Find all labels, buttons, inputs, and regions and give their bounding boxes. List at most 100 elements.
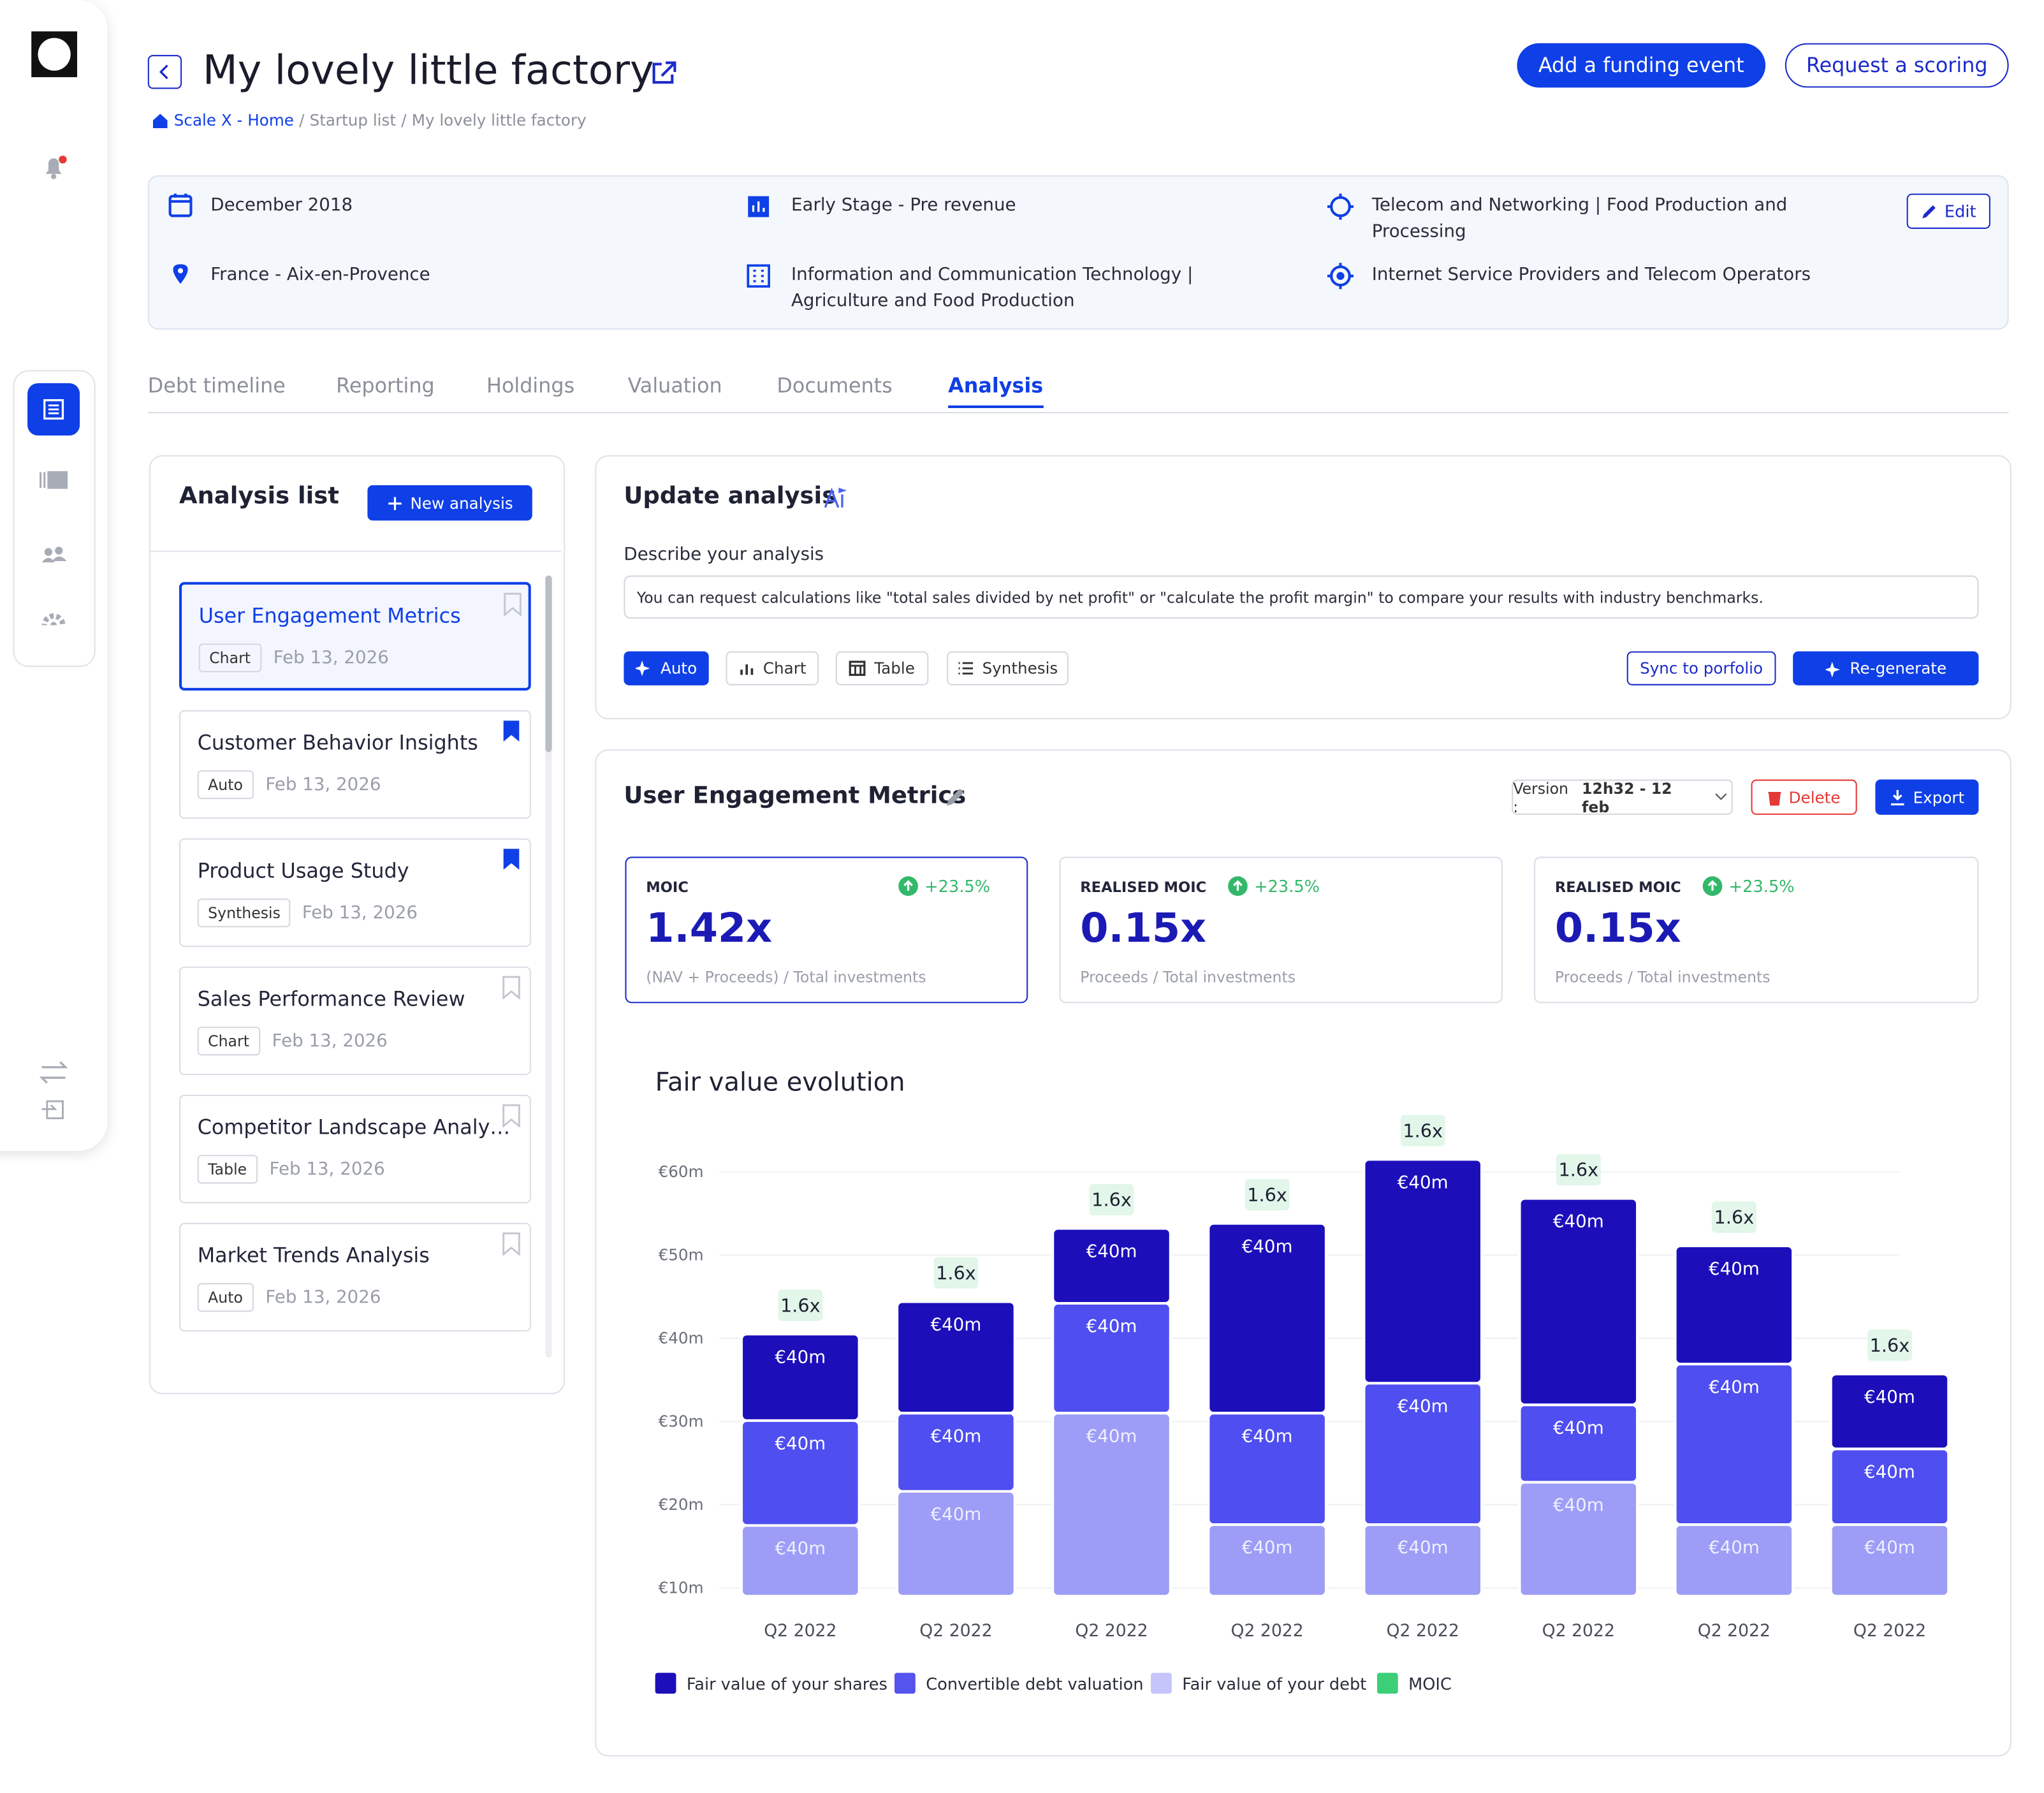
bar-segment (740, 1333, 861, 1423)
founded: December 2018 (210, 194, 353, 216)
segment-label: €40m (1242, 1537, 1293, 1558)
bell-icon[interactable] (41, 153, 69, 182)
segment-label: €40m (775, 1346, 826, 1367)
bar-segment (1674, 1523, 1795, 1598)
kpi-change-value: +23.5% (924, 876, 991, 896)
scrollbar[interactable] (545, 575, 552, 1358)
kpi-change-value: +23.5% (1254, 876, 1320, 896)
rename-icon[interactable] (944, 785, 968, 809)
result-title: User Engagement Metrics (624, 782, 967, 810)
breadcrumb-link[interactable]: Startup list (309, 111, 397, 130)
add-funding-button[interactable]: Add a funding event (1517, 43, 1766, 88)
segment-label: €40m (775, 1538, 826, 1559)
edit-label: Edit (1944, 201, 1976, 221)
kpi-card[interactable]: MOIC +23.5% 1.42x (NAV + Proceeds) / Total … (625, 856, 1028, 1004)
bookmark-icon[interactable] (501, 976, 522, 1000)
mode-button[interactable]: Synthesis (947, 651, 1069, 685)
mode-button[interactable]: Chart (726, 651, 819, 685)
kpi-card[interactable]: REALISED MOIC +23.5% 0.15x Proceeds / Total… (1059, 856, 1503, 1004)
x-tick-label: Q2 2022 (1853, 1621, 1926, 1641)
mode-label: Table (874, 659, 915, 678)
delete-button[interactable]: Delete (1751, 779, 1857, 815)
tab[interactable]: Holdings (486, 374, 575, 398)
analysis-name: Competitor Landscape Analy… (197, 1115, 511, 1139)
analysis-item[interactable]: Customer Behavior Insights Auto Feb 13, 20… (179, 710, 531, 819)
moic-badge (1556, 1153, 1601, 1186)
bookmark-icon[interactable] (501, 719, 522, 743)
scroll-thumb[interactable] (545, 575, 552, 752)
mode-button[interactable]: Table (835, 651, 929, 685)
segment-label: €40m (1086, 1425, 1137, 1446)
analysis-item[interactable]: Competitor Landscape Analy… Table Feb 13, … (179, 1094, 531, 1204)
home-icon (152, 113, 168, 129)
breadcrumb-link[interactable]: Scale X - Home (173, 111, 294, 130)
analysis-item[interactable]: Product Usage Study Synthesis Feb 13, 2026 (179, 838, 531, 948)
y-tick-label: €20m (659, 1495, 704, 1514)
external-link-icon[interactable] (650, 59, 678, 87)
logo[interactable] (31, 31, 78, 78)
list-divider (150, 550, 561, 552)
sync-button[interactable]: Sync to porfolio (1626, 651, 1776, 685)
analysis-list-title: Analysis list (179, 482, 339, 510)
bookmark-icon[interactable] (501, 847, 522, 871)
mode-button[interactable]: Auto (624, 651, 709, 685)
stage: Early Stage - Pre revenue (791, 194, 1016, 216)
kpi-card[interactable]: REALISED MOIC +23.5% 0.15x Proceeds / Total… (1534, 856, 1979, 1004)
segment-label: €40m (1398, 1395, 1449, 1416)
x-tick-label: Q2 2022 (1542, 1621, 1615, 1641)
bookmark-icon[interactable] (501, 1104, 522, 1128)
mode-icon (849, 661, 866, 677)
back-button[interactable] (147, 55, 182, 89)
bookmark-icon[interactable] (501, 1232, 522, 1256)
legend-label: Fair value of your debt (1182, 1675, 1366, 1694)
version-dropdown[interactable]: Version : 12h32 - 12 feb (1512, 779, 1733, 816)
request-scoring-button[interactable]: Request a scoring (1785, 43, 2009, 88)
pencil-icon (1922, 205, 1936, 218)
legend-swatch (1151, 1672, 1172, 1694)
export-button[interactable]: Export (1875, 779, 1979, 815)
kpi-value: 0.15x (1554, 905, 1681, 953)
tab[interactable]: Debt timeline (147, 374, 286, 398)
analysis-item[interactable]: Market Trends Analysis Auto Feb 13, 2026 (179, 1222, 531, 1332)
mode-label: Auto (660, 659, 697, 678)
kpi-change: +23.5% (1228, 876, 1320, 896)
legend-swatch (894, 1672, 916, 1694)
analysis-item[interactable]: Sales Performance Review Chart Feb 13, 202… (179, 966, 531, 1076)
analysis-tag: Synthesis (197, 898, 291, 928)
new-analysis-button[interactable]: New analysis (367, 485, 532, 521)
legend-label: Convertible debt valuation (926, 1675, 1143, 1694)
regenerate-button[interactable]: Re-generate (1793, 651, 1979, 685)
moic-label: 1.6x (1870, 1335, 1910, 1356)
prompt-label: Describe your analysis (624, 544, 824, 566)
y-tick-label: €30m (659, 1412, 704, 1430)
analysis-tag: Table (197, 1155, 258, 1184)
bottom-icons[interactable] (39, 1059, 71, 1125)
ai-icon (824, 487, 847, 508)
y-tick-label: €50m (659, 1246, 704, 1264)
moic-label: 1.6x (1091, 1189, 1132, 1211)
analysis-date: Feb 13, 2026 (265, 1287, 381, 1308)
analysis-item[interactable]: User Engagement Metrics Chart Feb 13, 2026 (179, 582, 531, 691)
tab[interactable]: Reporting (336, 374, 435, 398)
mode-icon (958, 662, 974, 675)
regenerate-label: Re-generate (1850, 659, 1947, 678)
bookmark-icon[interactable] (502, 592, 523, 617)
chart-title: Fair value evolution (655, 1067, 905, 1097)
segment-label: €40m (931, 1314, 982, 1335)
nav-active[interactable] (27, 383, 80, 436)
analysis-tag: Chart (197, 1027, 260, 1056)
nav-icons[interactable] (40, 468, 71, 626)
prompt-input[interactable]: You can request calculations like "total… (624, 575, 1979, 619)
segment-label: €40m (1864, 1386, 1915, 1407)
tab[interactable]: Analysis (948, 374, 1044, 408)
tab[interactable]: Valuation (627, 374, 722, 398)
info-card (147, 175, 2009, 330)
tab[interactable]: Documents (777, 374, 893, 398)
edit-button[interactable]: Edit (1906, 193, 1990, 229)
moic-badge (1867, 1329, 1912, 1361)
version-label: Version : (1513, 779, 1568, 816)
bar-segment (1674, 1244, 1795, 1366)
moic-badge (933, 1257, 979, 1289)
trash-icon (1767, 791, 1781, 805)
